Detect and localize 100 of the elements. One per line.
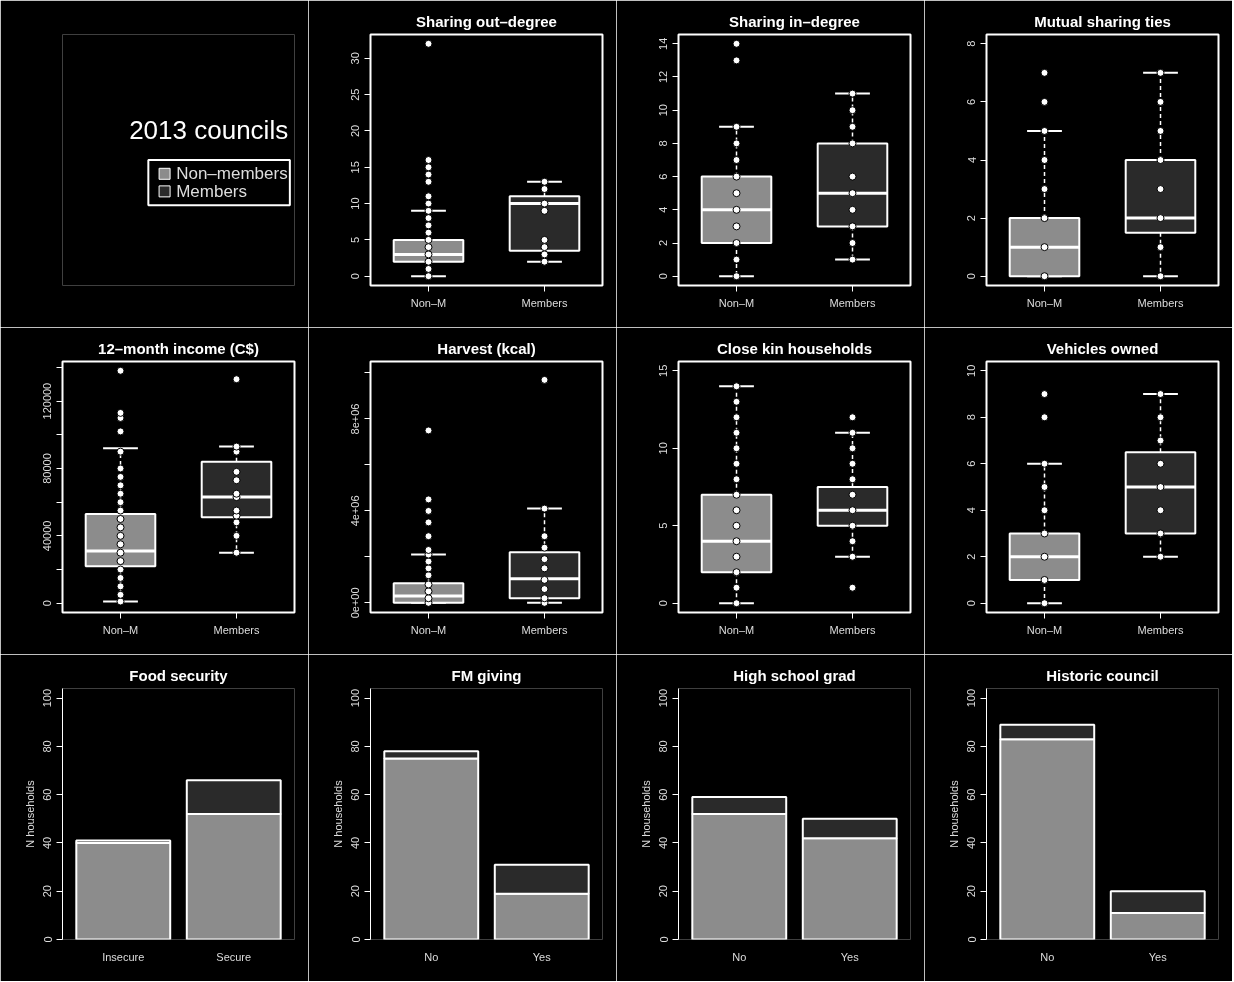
- y-tick-label: 20: [965, 885, 978, 898]
- x-tick-label: Members: [1137, 623, 1184, 636]
- x-tick-label: No: [424, 950, 439, 963]
- chart-title: Vehicles owned: [1046, 339, 1159, 357]
- x-tick-label: Non–M: [718, 296, 755, 309]
- y-tick-label: 12: [657, 70, 670, 84]
- x-tick-label: Non–M: [1026, 296, 1063, 309]
- y-tick-label: 20: [349, 885, 362, 898]
- y-tick-label: 10: [349, 197, 362, 210]
- y-axis-title: N households: [639, 779, 652, 848]
- y-tick-label: 80: [41, 740, 54, 753]
- y-tick-label: 40: [965, 836, 978, 850]
- y-tick-label: 10: [965, 364, 978, 377]
- y-tick-label: 0: [349, 936, 362, 943]
- x-tick-label: Members: [1137, 296, 1184, 309]
- y-tick-label: 80: [657, 740, 670, 753]
- x-tick-label: Secure: [216, 950, 252, 963]
- y-tick-label: 40: [657, 836, 670, 850]
- y-tick-label: 0: [965, 936, 978, 943]
- y-tick-label: 0: [657, 936, 670, 943]
- y-tick-label: 6: [965, 98, 978, 105]
- chart-title: Sharing out–degree: [416, 12, 557, 30]
- y-tick-label: 0: [657, 273, 670, 280]
- x-tick-label: Members: [521, 623, 568, 636]
- legend-label: Members: [176, 181, 248, 201]
- y-tick-label: 10: [657, 442, 670, 455]
- y-axis-title: N households: [331, 779, 344, 848]
- y-tick-label: 20: [657, 885, 670, 898]
- y-tick-label: 20: [349, 124, 362, 138]
- y-tick-label: 8e+06: [349, 403, 362, 435]
- y-tick-label: 0: [657, 600, 670, 607]
- y-tick-label: 10: [657, 104, 670, 117]
- x-tick-label: Members: [829, 296, 876, 309]
- y-tick-label: 5: [349, 236, 362, 243]
- y-tick-label: 30: [349, 52, 362, 65]
- y-axis-title: N households: [947, 779, 960, 848]
- x-tick-label: Insecure: [102, 950, 145, 963]
- y-tick-label: 100: [965, 688, 978, 708]
- y-tick-label: 0: [965, 273, 978, 280]
- y-tick-label: 60: [41, 788, 54, 801]
- y-tick-label: 40: [349, 836, 362, 850]
- y-tick-label: 8: [965, 40, 978, 47]
- x-tick-label: Non–M: [1026, 623, 1063, 636]
- y-tick-label: 0: [349, 273, 362, 280]
- y-tick-label: 0: [41, 600, 54, 607]
- x-tick-label: No: [1040, 950, 1055, 963]
- y-tick-label: 4e+06: [349, 495, 362, 527]
- x-tick-label: Non–M: [718, 623, 755, 636]
- y-tick-label: 80: [965, 740, 978, 753]
- y-tick-label: 4: [965, 156, 978, 164]
- x-tick-label: Members: [521, 296, 568, 309]
- y-tick-label: 0: [41, 936, 54, 943]
- y-axis-title: N households: [23, 779, 36, 848]
- y-tick-label: 80000: [41, 453, 54, 484]
- y-tick-label: 4: [965, 507, 978, 514]
- y-tick-label: 60: [349, 788, 362, 801]
- x-tick-label: Non–M: [410, 623, 447, 636]
- y-tick-label: 5: [657, 522, 670, 529]
- y-tick-label: 8: [657, 140, 670, 147]
- y-tick-label: 60: [965, 788, 978, 801]
- y-tick-label: 100: [349, 688, 362, 708]
- text: 2013 councils: [129, 114, 289, 145]
- y-tick-label: 14: [657, 37, 670, 50]
- x-tick-label: Non–M: [102, 623, 139, 636]
- y-tick-label: 15: [657, 364, 670, 377]
- chart-title: Close kin households: [716, 339, 873, 357]
- chart-title: Sharing in–degree: [729, 12, 860, 30]
- y-tick-label: 25: [349, 88, 362, 101]
- x-tick-label: Yes: [1148, 950, 1168, 963]
- x-tick-label: Members: [829, 623, 876, 636]
- x-tick-label: Members: [213, 623, 260, 636]
- chart-title: Historic council: [1046, 666, 1159, 684]
- x-tick-label: Yes: [532, 950, 552, 963]
- y-tick-label: 60: [657, 788, 670, 801]
- y-tick-label: 2: [965, 553, 978, 560]
- y-tick-label: 100: [657, 688, 670, 708]
- y-tick-label: 80: [349, 740, 362, 753]
- y-tick-label: 0e+00: [349, 587, 362, 619]
- chart-title: FM giving: [451, 666, 522, 684]
- y-tick-label: 120000: [41, 382, 54, 420]
- y-tick-label: 0: [965, 600, 978, 607]
- chart-title: 12–month income (C$): [98, 339, 259, 357]
- y-tick-label: 2: [965, 215, 978, 222]
- y-tick-label: 40: [41, 836, 54, 850]
- chart-title: Food security: [129, 666, 229, 684]
- y-tick-label: 4: [657, 206, 670, 213]
- y-tick-label: 40000: [41, 520, 54, 552]
- y-tick-label: 6: [965, 460, 978, 467]
- y-tick-label: 20: [41, 885, 54, 898]
- legend-label: Non–members: [176, 164, 288, 184]
- y-tick-label: 2: [657, 239, 670, 247]
- y-tick-label: 100: [41, 688, 54, 708]
- x-tick-label: No: [732, 950, 747, 963]
- y-tick-label: 8: [965, 414, 978, 421]
- x-tick-label: Non–M: [410, 296, 447, 309]
- x-tick-label: Yes: [840, 950, 860, 963]
- chart-title: Harvest (kcal): [437, 339, 536, 357]
- chart-title: High school grad: [733, 666, 856, 684]
- y-tick-label: 15: [349, 161, 362, 174]
- chart-title: Mutual sharing ties: [1034, 12, 1171, 30]
